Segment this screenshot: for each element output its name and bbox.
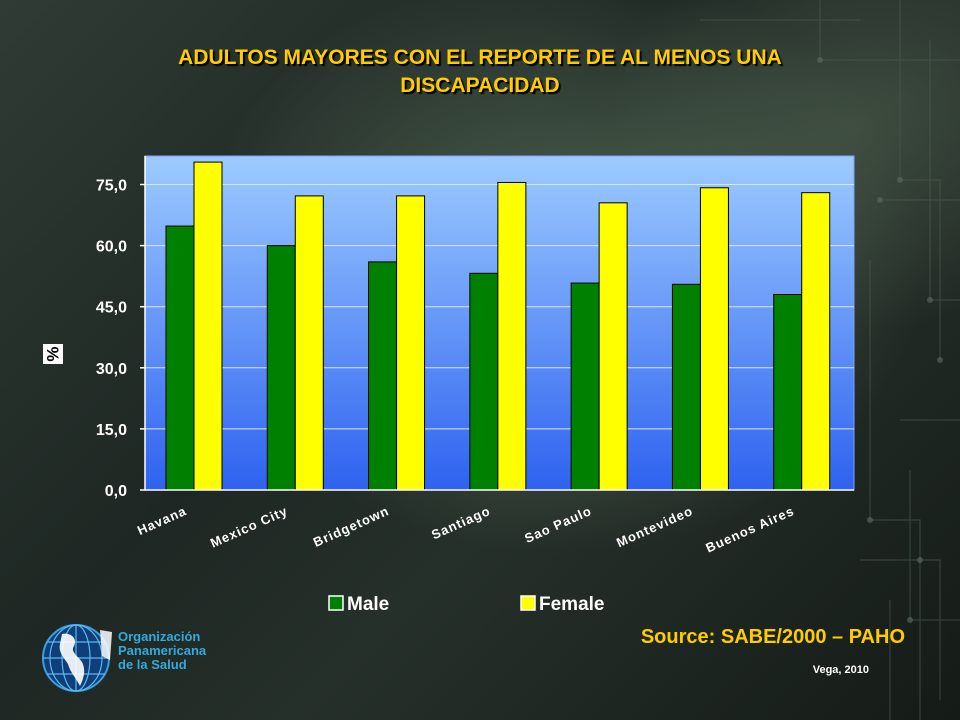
source-note: Source: SABE/2000 – PAHO [640, 626, 905, 648]
org-line-2: Panamericana [118, 643, 207, 658]
bar-male-mexico-city [266, 245, 296, 491]
author-citation: Vega, 2010 [812, 664, 869, 676]
y-axis-label: % [44, 346, 63, 361]
org-name: Organización Panamericana de la Salud [118, 630, 206, 672]
x-tick-label: Montevideo [614, 503, 695, 550]
y-tick-label: 0,0 [105, 483, 127, 500]
bar-female-santiago [497, 181, 527, 491]
legend-label-male: Male [347, 594, 389, 615]
y-tick-label: 45,0 [96, 300, 127, 317]
bar-female-bridgetown [396, 195, 426, 491]
title-line-1: ADULTOS MAYORES CON EL REPORTE DE AL MEN… [178, 46, 782, 69]
bar-male-sao-paulo [570, 282, 600, 491]
legend: Male Female [328, 594, 604, 615]
legend-swatch-male [328, 595, 344, 611]
x-tick-label: Bridgetown [311, 503, 392, 550]
bar-male-montevideo [671, 283, 701, 491]
x-tick-label: Santiago [429, 503, 493, 542]
y-tick-label: 30,0 [96, 361, 127, 378]
x-tick-label: Buenos Aires [703, 503, 796, 555]
title-line-2: DISCAPACIDAD [400, 74, 560, 97]
y-axis-label-bg [43, 344, 63, 364]
bar-male-havana [165, 225, 195, 491]
x-tick-label: Havana [135, 503, 189, 538]
legend-label-female: Female [539, 594, 604, 615]
bar-female-havana [193, 161, 223, 491]
org-line-3: de la Salud [118, 657, 187, 672]
slide-title: ADULTOS MAYORES CON EL REPORTE DE AL MEN… [60, 44, 900, 100]
x-tick-label: Sao Paulo [522, 503, 594, 546]
bar-male-santiago [469, 272, 499, 491]
bar-female-mexico-city [294, 195, 324, 491]
bar-female-sao-paulo [598, 202, 628, 491]
bar-male-buenos-aires [773, 293, 803, 491]
y-tick-label: 15,0 [96, 422, 127, 439]
org-line-1: Organización [118, 629, 201, 644]
paho-globe-logo [42, 624, 112, 692]
y-tick-label: 75,0 [96, 178, 127, 195]
bar-female-buenos-aires [801, 192, 831, 491]
x-tick-label: Mexico City [208, 503, 290, 551]
bar-female-montevideo [699, 187, 729, 491]
y-tick-label: 60,0 [96, 239, 127, 256]
legend-swatch-female [520, 595, 536, 611]
bar-male-bridgetown [368, 261, 398, 491]
